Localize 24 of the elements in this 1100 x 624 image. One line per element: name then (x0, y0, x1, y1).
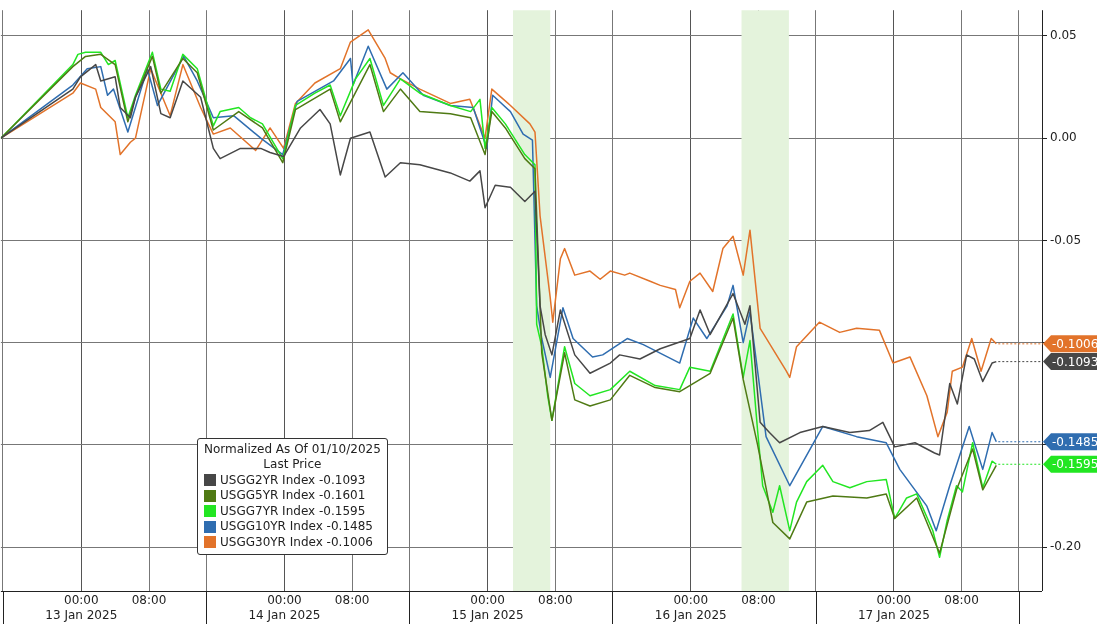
x-tick-label: 08:00 (131, 593, 167, 608)
data-label: -0.1485 (1052, 434, 1099, 449)
legend-label: USGG30YR Index -0.1006 (220, 534, 373, 550)
y-tick-label: -0.20 (1050, 539, 1082, 554)
x-tick-label: 08:00 (944, 593, 979, 608)
legend-label: USGG5YR Index -0.1601 (220, 488, 366, 504)
y-tick-label: 0.00 (1050, 130, 1077, 145)
legend-label: USGG10YR Index -0.1485 (220, 519, 373, 535)
y-tick-label: 0.05 (1050, 28, 1077, 43)
data-label: -0.1595 (1052, 457, 1099, 472)
legend-label: USGG2YR Index -0.1093 (220, 472, 366, 488)
x-tick-label: 08:00 (538, 593, 573, 608)
legend-title: Normalized As Of 01/10/2025 Last Price (204, 441, 381, 473)
data-label: -0.1093 (1052, 354, 1099, 369)
x-tick-label: 00:00 16 Jan 2025 (654, 593, 727, 622)
x-tick-label: 00:00 17 Jan 2025 (857, 593, 930, 622)
x-tick-label: 08:00 (334, 593, 370, 608)
x-tick-label: 08:00 (741, 593, 776, 608)
x-tick-label: 00:00 14 Jan 2025 (248, 593, 321, 622)
x-tick-label: 00:00 13 Jan 2025 (45, 593, 118, 622)
x-tick-label: 00:00 15 Jan 2025 (451, 593, 524, 622)
y-tick-label: -0.05 (1050, 232, 1082, 247)
legend-label: USGG7YR Index -0.1595 (220, 503, 366, 519)
data-label: -0.1006 (1052, 336, 1099, 351)
